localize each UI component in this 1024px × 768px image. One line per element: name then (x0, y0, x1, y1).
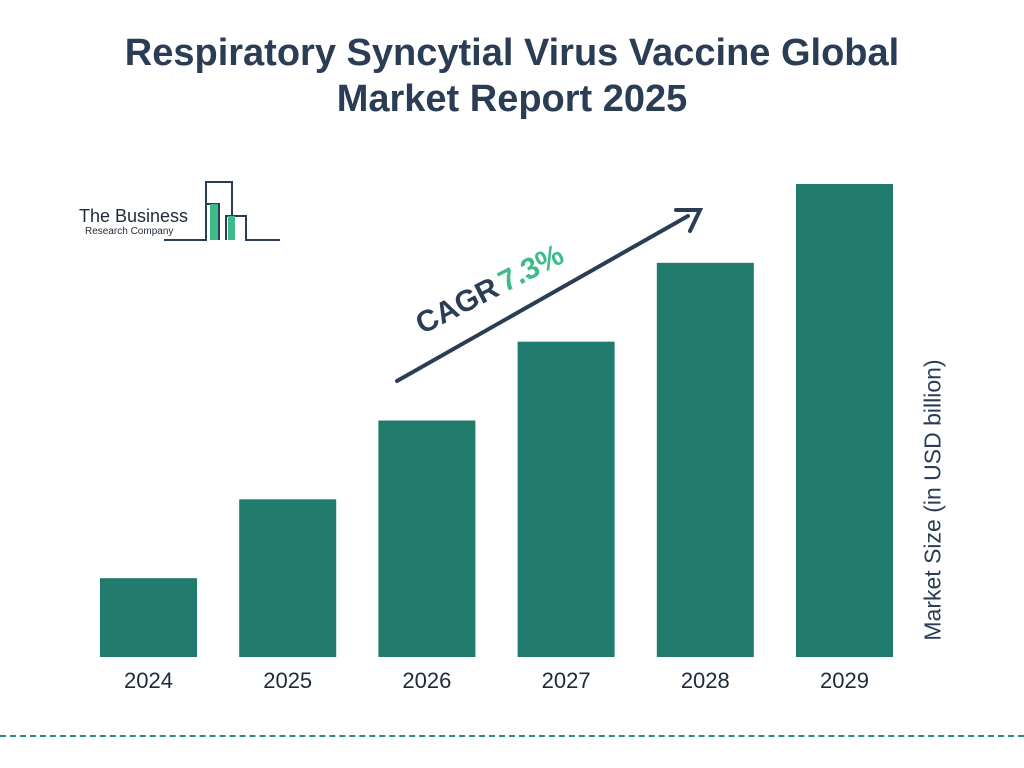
logo-text-line-1: The Business (79, 206, 189, 226)
company-logo: The Business Research Company (76, 180, 286, 244)
bar-2026 (378, 420, 476, 657)
logo-text-line-2: Research Company (85, 226, 174, 237)
bar-2029 (796, 184, 893, 657)
bar-2025 (239, 499, 337, 657)
bar-2028 (656, 262, 754, 657)
title-line-1: Respiratory Syncytial Virus Vaccine Glob… (124, 32, 900, 74)
cagr-arrow (395, 208, 704, 383)
bar-2027 (517, 341, 615, 657)
x-tick-label-2028: 2028 (681, 668, 730, 693)
y-axis-label: Market Size (in USD billion) (919, 359, 946, 641)
bar-2024 (100, 578, 197, 657)
x-tick-label-2024: 2024 (124, 668, 173, 693)
x-tick-label-2025: 2025 (263, 668, 312, 693)
footer-divider (0, 735, 1024, 737)
logo-buildings-icon (164, 181, 280, 241)
bars-group (100, 184, 893, 657)
x-tick-labels: 2024 2025 2026 2027 2028 2029 (124, 668, 869, 693)
x-tick-label-2026: 2026 (402, 668, 451, 693)
x-tick-label-2027: 2027 (542, 668, 591, 693)
title-line-2: Market Report 2025 (336, 78, 688, 120)
x-tick-label-2029: 2029 (820, 668, 869, 693)
chart-title: Respiratory Syncytial Virus Vaccine Glob… (0, 30, 1024, 122)
